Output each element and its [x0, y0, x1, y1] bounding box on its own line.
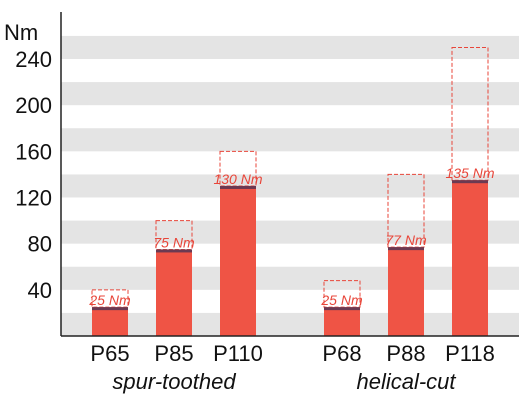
bar-cap [92, 307, 128, 311]
category-label: P110 [213, 341, 263, 366]
data-label: 135 Nm [445, 165, 494, 181]
group-label: helical-cut [356, 369, 456, 394]
max-outline-box [91, 289, 129, 308]
grid-band [61, 312, 519, 336]
bar-cap [156, 249, 192, 253]
y-unit-label: Nm [4, 20, 38, 45]
category-label: P68 [322, 341, 361, 366]
grid-band [61, 128, 519, 152]
bar-cap [452, 180, 488, 184]
axes [60, 12, 519, 337]
bar-cap [324, 307, 360, 311]
bar-cap [220, 185, 256, 189]
max-outline-box [155, 220, 193, 250]
y-tick-label: 240 [15, 47, 52, 72]
category-label: P118 [445, 341, 495, 366]
data-label: 75 Nm [153, 234, 195, 250]
group-labels: spur-toothed helical-cut [112, 369, 456, 394]
y-tick-labels: 40 80 120 160 200 240 [15, 47, 52, 303]
data-label: 25 Nm [88, 292, 131, 308]
grid-band [61, 266, 519, 290]
y-tick-label: 200 [15, 93, 52, 118]
y-tick-label: 160 [15, 139, 52, 164]
y-tick-label: 40 [28, 278, 52, 303]
grid-band [61, 35, 519, 59]
data-label: 25 Nm [320, 292, 363, 308]
grid-band [61, 82, 519, 106]
grid-bands [61, 35, 519, 336]
category-label: P65 [90, 341, 129, 366]
y-tick-label: 80 [28, 232, 52, 257]
bar-cap [388, 247, 424, 251]
bar [156, 249, 192, 336]
y-tick-label: 120 [15, 186, 52, 211]
category-label: P85 [154, 341, 193, 366]
bar [452, 180, 488, 336]
data-label: 77 Nm [385, 232, 427, 248]
max-outline-box [451, 46, 489, 181]
category-labels: P65 P85 P110 P68 P88 P118 [90, 341, 494, 366]
bars [92, 180, 488, 336]
max-outline-box [219, 150, 257, 187]
group-label: spur-toothed [112, 369, 236, 394]
bar [388, 247, 424, 336]
data-label: 130 Nm [213, 171, 262, 187]
bar [92, 307, 128, 336]
data-labels: 25 Nm 75 Nm 130 Nm 25 Nm 77 Nm 135 Nm [88, 165, 494, 308]
bar [220, 185, 256, 336]
category-label: P88 [386, 341, 425, 366]
grid-band [61, 220, 519, 244]
grid-band [61, 174, 519, 198]
bar [324, 307, 360, 336]
